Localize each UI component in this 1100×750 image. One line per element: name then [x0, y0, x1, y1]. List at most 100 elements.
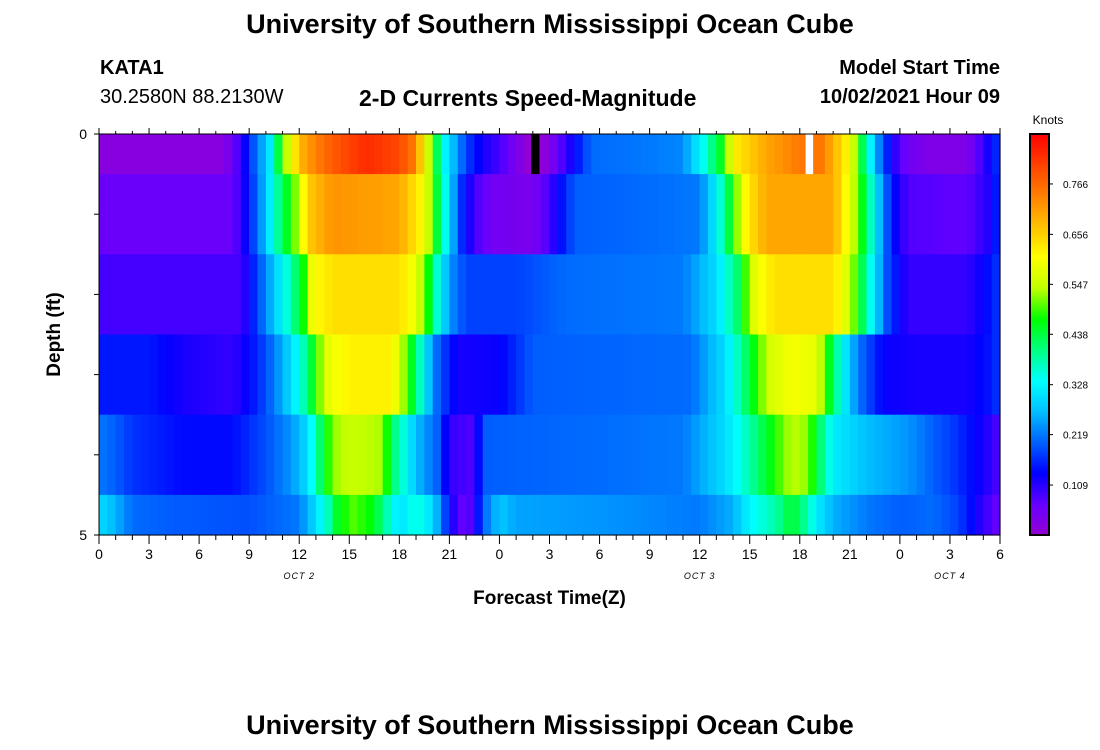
heatmap-cell	[833, 494, 843, 536]
heatmap-cell	[908, 174, 918, 255]
heatmap-cell	[899, 254, 909, 336]
heatmap-cell	[340, 134, 350, 175]
heatmap-cell	[457, 254, 467, 336]
heatmap-cell	[883, 174, 893, 255]
heatmap-cell	[816, 494, 826, 536]
heatmap-cell	[641, 334, 651, 416]
heatmap-cell	[616, 334, 626, 416]
heatmap-cell	[432, 254, 442, 336]
heatmap-cell	[958, 414, 968, 496]
heatmap-cell	[299, 414, 309, 496]
heatmap-cell	[966, 494, 976, 536]
heatmap-cell	[758, 334, 767, 416]
heatmap-cell	[641, 174, 651, 255]
heatmap-cell	[933, 134, 943, 175]
heatmap-cell	[457, 414, 467, 496]
heatmap-cell	[599, 174, 609, 255]
heatmap-cell	[691, 414, 701, 496]
heatmap-cell	[265, 414, 275, 496]
heatmap-cell	[390, 494, 400, 536]
heatmap-cell	[899, 334, 909, 416]
heatmap-cell	[924, 414, 934, 496]
heatmap-cell	[674, 334, 684, 416]
heatmap-cell	[449, 414, 459, 496]
heatmap-cell	[966, 334, 976, 416]
heatmap-cell	[274, 334, 284, 416]
heatmap-cell	[424, 494, 434, 536]
heatmap-cell	[224, 134, 234, 175]
heatmap-cell	[124, 134, 133, 175]
heatmap-cell	[374, 254, 384, 336]
heatmap-cell	[958, 174, 968, 255]
heatmap-cell	[124, 414, 133, 496]
heatmap-cell	[357, 494, 367, 536]
heatmap-cell	[632, 174, 642, 255]
heatmap-cell	[849, 494, 859, 536]
heatmap-cell	[816, 414, 826, 496]
heatmap-cell	[708, 494, 717, 536]
heatmap-cell	[916, 174, 926, 255]
heatmap-cell	[941, 494, 951, 536]
heatmap-cell	[449, 494, 459, 536]
x-tick-label: 18	[792, 546, 808, 562]
heatmap-cell	[858, 174, 868, 255]
heatmap-cell	[599, 134, 609, 175]
heatmap-cell	[574, 334, 584, 416]
heatmap-cell	[224, 334, 234, 416]
heatmap-cell	[382, 494, 392, 536]
heatmap-cell	[449, 334, 459, 416]
heatmap-cell	[407, 134, 417, 175]
heatmap-cell	[140, 414, 150, 496]
heatmap-cell	[157, 134, 167, 175]
heatmap-cell	[799, 334, 809, 416]
heatmap-cell	[908, 134, 918, 175]
heatmap-cell	[516, 134, 526, 175]
heatmap-cell	[482, 334, 492, 416]
heatmap-cell	[149, 494, 158, 536]
heatmap-cell	[724, 334, 734, 416]
heatmap-cell	[124, 334, 133, 416]
heatmap-cell	[324, 494, 334, 536]
colorbar-tick-label: 0.328	[1063, 381, 1088, 392]
heatmap-cell	[165, 334, 175, 416]
heatmap-cell	[682, 174, 692, 255]
heatmap-cell	[482, 414, 492, 496]
heatmap-cell	[566, 414, 576, 496]
heatmap-cell	[174, 174, 184, 255]
heatmap-cell	[466, 174, 476, 255]
heatmap-cell	[641, 494, 651, 536]
heatmap-cell	[265, 134, 275, 175]
heatmap-cell	[190, 134, 200, 175]
heatmap-cell	[132, 414, 142, 496]
heatmap-cell	[733, 134, 742, 175]
heatmap-cell	[666, 254, 676, 336]
heatmap-cell	[682, 334, 692, 416]
heatmap-cell	[315, 334, 325, 416]
heatmap-cell	[657, 254, 667, 336]
heatmap-cell	[349, 174, 359, 255]
heatmap-cell	[474, 414, 484, 496]
heatmap-cell	[657, 134, 667, 175]
heatmap-cell	[441, 134, 450, 175]
heatmap-cell	[657, 174, 667, 255]
heatmap-cell	[499, 254, 509, 336]
heatmap-cell	[649, 174, 659, 255]
heatmap-cell	[257, 334, 267, 416]
heatmap-cell	[382, 134, 392, 175]
heatmap-cell	[733, 334, 742, 416]
heatmap-cell	[591, 254, 601, 336]
heatmap-cell	[749, 254, 759, 336]
heatmap-cell	[741, 494, 751, 536]
heatmap-cell	[482, 494, 492, 536]
heatmap-cell	[174, 254, 184, 336]
date-label: OCT 4	[934, 571, 966, 581]
heatmap-cell	[783, 254, 793, 336]
heatmap-cell	[107, 334, 117, 416]
heatmap-cell	[249, 254, 259, 336]
heatmap-cell	[574, 134, 584, 175]
heatmap-cell	[574, 174, 584, 255]
heatmap-cell	[883, 494, 893, 536]
missing-data-marker	[805, 134, 814, 175]
heatmap-cell	[983, 254, 993, 336]
heatmap-cell	[432, 174, 442, 255]
